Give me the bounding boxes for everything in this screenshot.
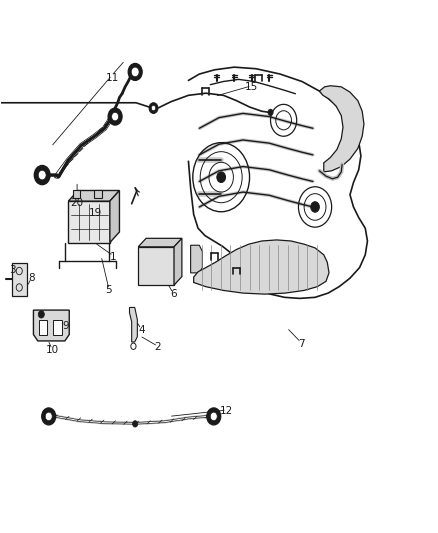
Text: 1: 1 xyxy=(110,252,117,262)
Circle shape xyxy=(311,201,319,212)
Polygon shape xyxy=(191,245,202,273)
FancyBboxPatch shape xyxy=(68,201,110,243)
Circle shape xyxy=(217,172,226,182)
Text: 4: 4 xyxy=(138,325,145,335)
FancyBboxPatch shape xyxy=(12,263,27,296)
Circle shape xyxy=(108,108,122,125)
Circle shape xyxy=(151,106,155,111)
FancyBboxPatch shape xyxy=(138,247,174,285)
Text: 15: 15 xyxy=(245,82,258,92)
Polygon shape xyxy=(130,308,138,342)
Text: 10: 10 xyxy=(46,345,59,356)
Polygon shape xyxy=(68,190,120,201)
Circle shape xyxy=(133,421,138,427)
Text: 2: 2 xyxy=(155,342,161,352)
Text: 19: 19 xyxy=(89,208,102,219)
FancyBboxPatch shape xyxy=(73,190,80,198)
Polygon shape xyxy=(319,86,364,172)
Circle shape xyxy=(38,311,44,318)
Polygon shape xyxy=(138,238,182,247)
Circle shape xyxy=(149,103,158,114)
Circle shape xyxy=(42,408,56,425)
FancyBboxPatch shape xyxy=(39,320,47,335)
Text: 11: 11 xyxy=(106,73,119,83)
Text: 8: 8 xyxy=(28,273,35,283)
Text: 12: 12 xyxy=(220,406,233,416)
FancyBboxPatch shape xyxy=(95,190,102,198)
Polygon shape xyxy=(110,190,120,243)
Polygon shape xyxy=(174,238,182,285)
Text: 7: 7 xyxy=(298,338,304,349)
Circle shape xyxy=(34,165,50,184)
Polygon shape xyxy=(194,240,329,294)
Circle shape xyxy=(268,109,273,116)
Circle shape xyxy=(210,412,217,421)
Text: 9: 9 xyxy=(62,321,69,331)
Text: 5: 5 xyxy=(106,286,112,295)
FancyBboxPatch shape xyxy=(53,320,62,335)
Text: 6: 6 xyxy=(170,289,177,299)
Circle shape xyxy=(128,63,142,80)
Circle shape xyxy=(45,412,52,421)
Polygon shape xyxy=(33,310,69,341)
Circle shape xyxy=(112,112,119,121)
Text: 3: 3 xyxy=(10,265,16,275)
Circle shape xyxy=(38,170,46,180)
Text: 20: 20 xyxy=(71,198,84,208)
Circle shape xyxy=(207,408,221,425)
Circle shape xyxy=(131,67,139,77)
